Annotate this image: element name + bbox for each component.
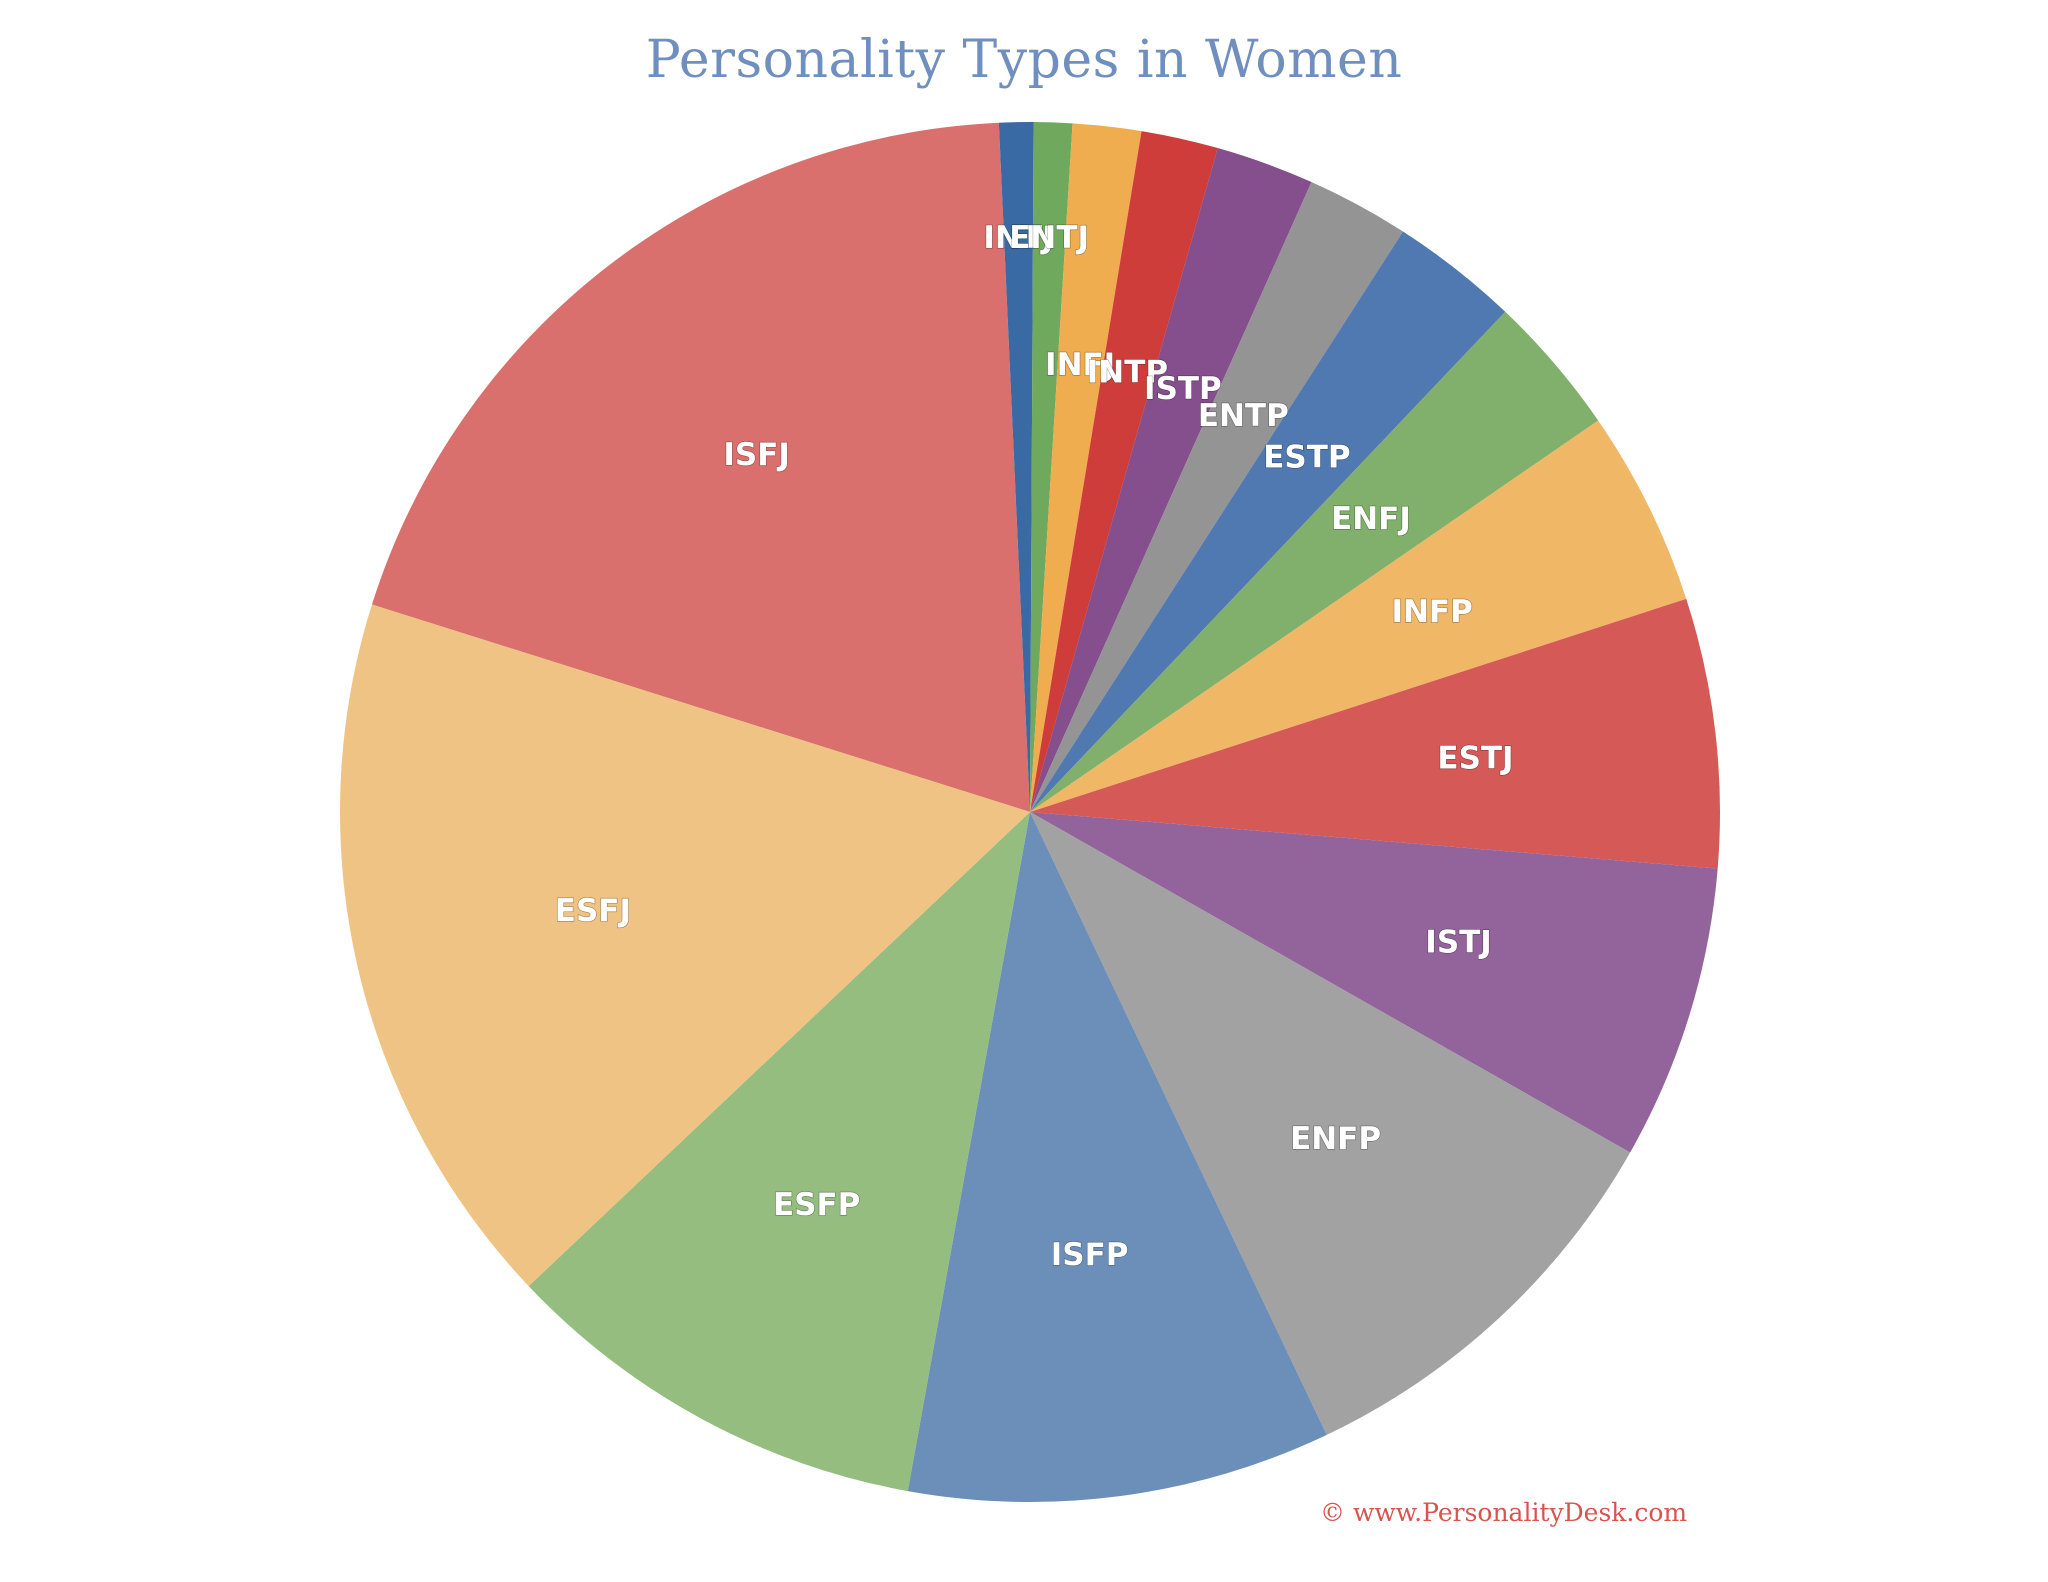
pie-label-infp: INFP <box>1391 594 1472 630</box>
pie-label-esfp: ESFP <box>773 1187 860 1223</box>
pie-slice-estp <box>1030 231 1506 812</box>
pie-label-estp: ESTP <box>1263 440 1350 476</box>
pie-slice-infj <box>1030 123 1142 813</box>
pie-label-intp: INTP <box>1087 355 1168 391</box>
pie-label-enfp: ENFP <box>1290 1121 1381 1157</box>
pie-slice-intj <box>998 122 1034 812</box>
pie-slices <box>340 122 1720 1503</box>
copyright-notice: © www.PersonalityDesk.com <box>1320 1498 1688 1527</box>
pie-label-esfj: ESFJ <box>555 893 631 929</box>
chart-title: Personality Types in Women <box>645 30 1403 90</box>
pie-label-entp: ENTP <box>1198 398 1289 434</box>
pie-slice-esfp <box>528 812 1030 1492</box>
pie-slice-isfp <box>907 812 1327 1503</box>
pie-label-enfj: ENFJ <box>1331 501 1411 537</box>
pie-label-estj: ESTJ <box>1437 741 1513 777</box>
pie-slice-enfp <box>1030 812 1631 1435</box>
pie-slice-entj <box>1030 122 1073 812</box>
pie-slice-istp <box>1030 148 1312 812</box>
pie-slice-infp <box>1030 420 1687 812</box>
pie-label-infj: INFJ <box>1045 347 1115 383</box>
pie-slice-estj <box>1030 598 1720 869</box>
pie-label-isfp: ISFP <box>1051 1237 1129 1273</box>
pie-slice-enfj <box>1030 311 1599 812</box>
pie-slice-isfj <box>371 122 1030 813</box>
pie-slice-intp <box>1030 131 1218 812</box>
pie-label-isfj: ISFJ <box>723 437 790 473</box>
pie-slice-istj <box>1030 812 1718 1153</box>
pie-label-istp: ISTP <box>1144 371 1222 407</box>
pie-label-entj: ENTJ <box>1009 220 1089 256</box>
pie-label-intj: INTJ <box>983 220 1053 256</box>
pie-slice-esfj <box>340 604 1030 1287</box>
pie-slice-entp <box>1030 182 1404 812</box>
pie-label-istj: ISTJ <box>1425 925 1492 961</box>
